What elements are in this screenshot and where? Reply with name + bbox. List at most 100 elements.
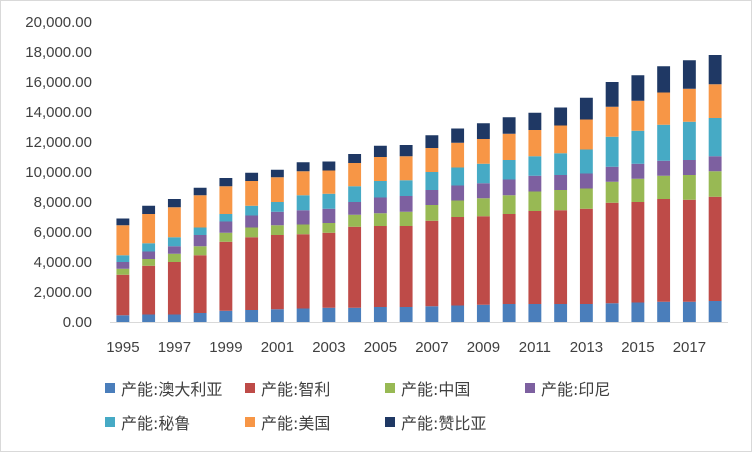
bar-segment-1998-series-3 bbox=[193, 235, 207, 247]
y-tick-label: 12,000.00 bbox=[25, 134, 92, 151]
legend-item-usa: 产能:美国 bbox=[245, 410, 330, 434]
bar-segment-1996-series-1 bbox=[142, 265, 156, 315]
bar-segment-1996-series-6 bbox=[142, 205, 156, 214]
x-axis-tick-labels: 1995 1997 1999 2001 2003 2005 2007 2009 2011 2013… bbox=[106, 339, 706, 356]
bar-segment-2013-series-2 bbox=[579, 188, 593, 209]
bar-segment-2018-series-4 bbox=[708, 118, 722, 157]
y-tick-label: 16,000.00 bbox=[25, 74, 92, 91]
bar-segment-2006-series-5 bbox=[399, 156, 413, 181]
y-tick-label: 4,000.00 bbox=[34, 254, 92, 271]
bar-segment-2016-series-5 bbox=[657, 92, 671, 125]
bar-segment-2006-series-1 bbox=[399, 226, 413, 307]
legend-label-usa: 产能:美国 bbox=[261, 414, 331, 433]
bar-segment-2010-series-4 bbox=[502, 160, 516, 180]
bar-segment-2002-series-5 bbox=[296, 171, 310, 196]
bar-segment-2001-series-5 bbox=[270, 177, 284, 202]
bar-segment-2018-series-6 bbox=[708, 55, 722, 85]
bar-segment-2002-series-3 bbox=[296, 210, 310, 225]
y-tick-label: 14,000.00 bbox=[25, 104, 92, 121]
bar-segment-1999-series-2 bbox=[219, 232, 233, 242]
x-tick-label-2017: 2017 bbox=[673, 339, 706, 356]
bar-segment-2001-series-2 bbox=[270, 225, 284, 235]
bar-segment-2005-series-5 bbox=[373, 157, 387, 181]
bar-segment-1998-series-2 bbox=[193, 246, 207, 256]
bar-segment-2013-series-5 bbox=[579, 119, 593, 150]
bar-segment-2006-series-6 bbox=[399, 145, 413, 157]
x-tick-label-2013: 2013 bbox=[570, 339, 603, 356]
bar-segment-2002-series-1 bbox=[296, 234, 310, 309]
bar-segment-2009-series-2 bbox=[476, 198, 490, 217]
bar-segment-2008-series-0 bbox=[451, 305, 465, 322]
bar-segment-2010-series-3 bbox=[502, 179, 516, 196]
x-tick-label-1995: 1995 bbox=[106, 339, 139, 356]
bar-segment-2009-series-3 bbox=[476, 183, 490, 199]
bar-segment-2000-series-2 bbox=[245, 227, 259, 238]
bar-segment-1997-series-2 bbox=[167, 253, 181, 262]
bar-segment-2017-series-3 bbox=[682, 160, 696, 175]
bar-segment-2015-series-1 bbox=[631, 202, 645, 303]
bar-segment-2005-series-0 bbox=[373, 307, 387, 322]
bar-segment-2003-series-4 bbox=[322, 193, 336, 209]
bar-segment-1995-series-4 bbox=[116, 255, 130, 262]
bar-segment-2007-series-1 bbox=[425, 220, 439, 307]
bar-segment-2018-series-5 bbox=[708, 84, 722, 118]
legend-item-indonesia: 产能:印尼 bbox=[525, 376, 610, 400]
bar-segment-2014-series-5 bbox=[605, 106, 619, 137]
bar-segment-2014-series-4 bbox=[605, 136, 619, 167]
bar-segment-2015-series-0 bbox=[631, 302, 645, 322]
bar-segment-2011-series-4 bbox=[528, 156, 542, 176]
bar-segment-2005-series-1 bbox=[373, 226, 387, 307]
bar-segment-2012-series-2 bbox=[554, 190, 568, 211]
bar-segment-2004-series-0 bbox=[348, 307, 362, 322]
legend-label-peru: 产能:秘鲁 bbox=[121, 414, 191, 433]
y-tick-label: 2,000.00 bbox=[34, 284, 92, 301]
bar-segment-2012-series-6 bbox=[554, 107, 568, 126]
bar-segment-1996-series-5 bbox=[142, 214, 156, 244]
y-tick-label: 8,000.00 bbox=[34, 194, 92, 211]
bar-segment-2009-series-1 bbox=[476, 216, 490, 305]
bar-segment-2004-series-4 bbox=[348, 186, 362, 202]
bar-segment-2006-series-2 bbox=[399, 211, 413, 226]
bar-segment-2012-series-5 bbox=[554, 125, 568, 154]
bar-segment-2011-series-0 bbox=[528, 304, 542, 322]
bar-segment-2009-series-4 bbox=[476, 163, 490, 184]
bar-segment-2006-series-0 bbox=[399, 307, 413, 322]
bar-segment-1998-series-6 bbox=[193, 187, 207, 196]
bar-segment-2010-series-0 bbox=[502, 304, 516, 322]
bar-segment-2008-series-4 bbox=[451, 167, 465, 186]
bar-segment-2002-series-6 bbox=[296, 162, 310, 172]
bar-segment-2013-series-3 bbox=[579, 173, 593, 189]
x-tick-label-2005: 2005 bbox=[364, 339, 397, 356]
bar-segment-2017-series-5 bbox=[682, 88, 696, 122]
bar-segment-2016-series-0 bbox=[657, 301, 671, 322]
bar-segment-2011-series-1 bbox=[528, 211, 542, 304]
bar-segment-2011-series-3 bbox=[528, 175, 542, 192]
bar-segment-2002-series-4 bbox=[296, 195, 310, 211]
bar-segment-1995-series-1 bbox=[116, 274, 130, 316]
bar-segment-2003-series-1 bbox=[322, 232, 336, 308]
bar-segment-2014-series-3 bbox=[605, 166, 619, 182]
bar-segment-2012-series-1 bbox=[554, 210, 568, 304]
bar-segment-2001-series-0 bbox=[270, 309, 284, 322]
bar-segment-1996-series-2 bbox=[142, 259, 156, 266]
bar-segment-2003-series-0 bbox=[322, 307, 336, 322]
x-tick-label-2011: 2011 bbox=[519, 339, 551, 356]
x-tick-label-1999: 1999 bbox=[209, 339, 242, 356]
bar-segment-1998-series-0 bbox=[193, 313, 207, 322]
bar-segment-2000-series-0 bbox=[245, 310, 259, 322]
bar-segment-2004-series-6 bbox=[348, 154, 362, 163]
bar-segment-2015-series-4 bbox=[631, 130, 645, 164]
bar-segment-2016-series-4 bbox=[657, 124, 671, 161]
legend-swatch-usa bbox=[245, 417, 255, 427]
bar-segment-2017-series-1 bbox=[682, 199, 696, 302]
bar-segment-2016-series-6 bbox=[657, 66, 671, 93]
x-tick-label-1997: 1997 bbox=[158, 339, 191, 356]
bar-segment-2001-series-1 bbox=[270, 235, 284, 310]
bar-segment-2018-series-0 bbox=[708, 301, 722, 322]
bar-segment-2005-series-6 bbox=[373, 145, 387, 157]
bar-segment-1997-series-5 bbox=[167, 207, 181, 238]
bar-segment-1997-series-6 bbox=[167, 199, 181, 208]
bar-segment-2010-series-5 bbox=[502, 133, 516, 160]
y-tick-label: 18,000.00 bbox=[25, 44, 92, 61]
